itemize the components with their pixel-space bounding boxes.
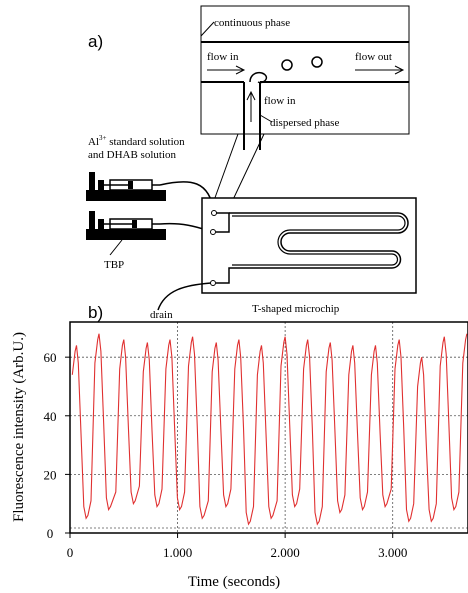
y-tick-label: 40 [44,409,57,424]
chip-serpentine-channel-inner [232,215,406,266]
y-tick-label: 20 [44,467,57,482]
panel-b-label: b) [88,303,103,322]
panel-a: a) continuous phase flow in flow out [86,5,417,321]
droplet [281,59,293,71]
pump-base [86,229,166,240]
inlet-port-top [211,210,217,216]
fluorescence-trace [71,333,468,526]
panel-b: b) 0 1.000 2.000 3.000 0 20 40 60 Time (second… [11,303,468,590]
syringe-top-label-superscript: 3+ [99,134,107,142]
y-tick-label: 0 [47,526,54,541]
x-tick-label: 2.000 [271,545,300,560]
syringe-top-label-al: Al [88,136,99,148]
projection-line-right [229,133,265,207]
pump-post [89,172,95,192]
flow-out-label: flow out [355,51,392,63]
syringe-top-label: Al3+ standard solution [88,134,185,148]
continuous-phase-label: continuous phase [214,17,290,29]
flow-in-bottom-label: flow in [264,95,296,107]
projection-line-left [211,133,239,207]
x-ticks: 0 1.000 2.000 3.000 [67,533,407,560]
y-ticks: 0 20 40 60 [44,350,70,541]
x-tick-label: 0 [67,545,74,560]
x-tick-label: 3.000 [378,545,407,560]
panel-a-label: a) [88,32,103,51]
dispersed-phase-pointer [259,114,273,123]
t-junction-inset: continuous phase flow in flow out f [200,5,410,207]
inlet-port-bottom [210,229,216,235]
x-tick-label: 1.000 [163,545,192,560]
y-tick-label: 60 [44,350,57,365]
outlet-port [210,280,216,286]
syringe-pump-top [86,172,215,214]
chip-serpentine-channel [216,212,409,284]
flow-out-arrowhead [394,65,405,75]
dispersed-phase-label: dispersed phase [270,117,339,129]
chart-series [71,333,468,526]
flow-in-bottom-arrowhead [246,90,256,101]
tbp-label: TBP [104,259,124,271]
drain-tube [157,282,212,311]
chip-body [201,197,417,294]
pump-post [98,219,104,231]
pump-post [89,211,95,231]
syringe-top-label-line2: and DHAB solution [88,149,177,161]
syringe-pump-bottom [86,211,214,240]
forming-droplet [249,71,268,84]
syringe-plunger-head [132,220,137,228]
droplet [311,56,323,68]
chip-label: T-shaped microchip [252,303,340,315]
chip-channel-inlet [216,212,230,233]
syringe-top-label-rest: standard solution [106,136,185,148]
flow-in-left-label: flow in [207,51,239,63]
pump-post [98,180,104,192]
syringe-plunger-head [128,181,133,189]
tbp-pointer [109,239,123,256]
drain-label: drain [150,309,173,321]
flow-in-left-arrowhead [235,65,246,75]
x-axis-label: Time (seconds) [188,574,280,590]
y-axis-label: Fluorescence intensity (Arb.U.) [11,332,27,522]
plot-frame [69,321,468,534]
pump-base [86,190,166,201]
continuous-phase-pointer [200,21,215,37]
microchip [157,197,417,311]
